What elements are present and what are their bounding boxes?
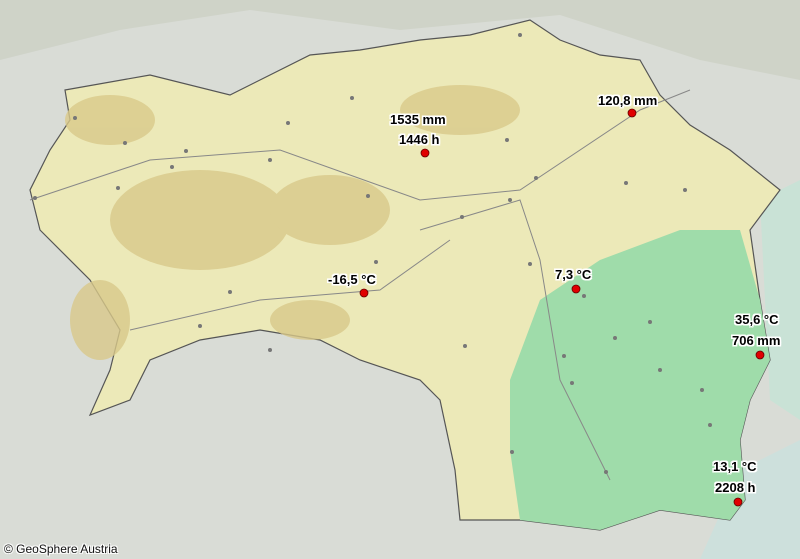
highland-relief [65,85,520,360]
min-temp-label: -16,5 °C [328,272,376,287]
station-marker[interactable] [420,148,430,158]
town-dots [33,33,712,474]
station-marker[interactable] [733,497,743,507]
station-marker[interactable] [571,284,581,294]
lowland-area [510,230,770,530]
max-temp-label: 35,6 °C [735,312,779,327]
temp-label: 13,1 °C [713,459,757,474]
station-marker[interactable] [359,288,369,298]
station-marker[interactable] [755,350,765,360]
copyright: © GeoSphere Austria [4,542,118,556]
sunshine-label: 1446 h [399,132,440,147]
precip-label: 120,8 mm [598,93,658,108]
precip-label: 1535 mm [390,112,446,127]
station-marker[interactable] [627,108,637,118]
precip-label: 706 mm [732,333,781,348]
sunshine-label: 2208 h [715,480,756,495]
rivers [29,89,691,481]
temp-label: 7,3 °C [555,267,592,282]
